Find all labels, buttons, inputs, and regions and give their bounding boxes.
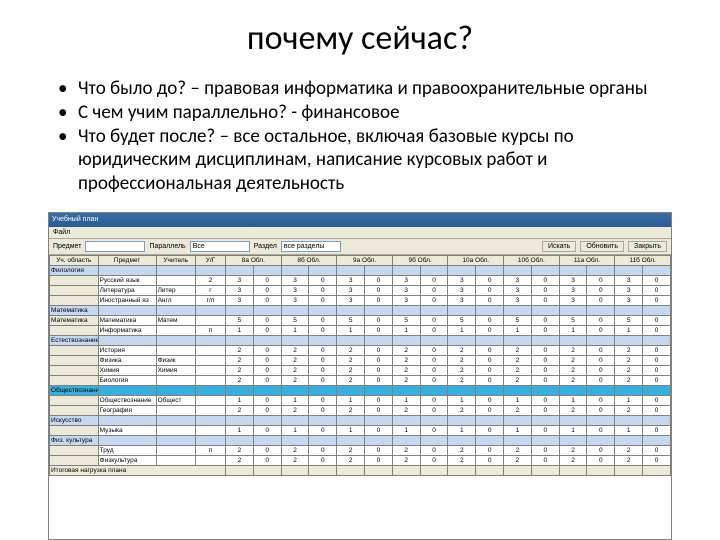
col-teacher: Учитель [156, 255, 195, 265]
table-row[interactable]: МатематикаМатематикаМатем505050505050505… [50, 315, 671, 325]
close-button[interactable]: Закрыть [628, 241, 667, 252]
toolbar: Предмет Параллель Все Раздел все разделы… [49, 239, 671, 255]
col-group: 11а Обл. [559, 255, 615, 265]
section-row[interactable]: Искусство [50, 415, 671, 425]
col-group: 8а Обл. [226, 255, 282, 265]
table-row[interactable]: Информатикап1010101010101010 [50, 325, 671, 335]
col-ug: У/Г [195, 255, 225, 265]
slide-title: почему сейчас? [48, 18, 672, 59]
table-row[interactable]: Трудп2020202020202020 [50, 445, 671, 455]
parallel-select[interactable]: Все [190, 241, 250, 252]
table-row[interactable]: Биология2020202020202020 [50, 375, 671, 385]
toolbar-label-subject: Предмет [53, 243, 81, 250]
col-group: 10б Обл. [504, 255, 560, 265]
col-group: 11б Обл. [615, 255, 671, 265]
section-row[interactable]: Филология [50, 265, 671, 275]
bullet-item: С чем учим параллельно? - финансовое [70, 101, 672, 125]
search-button[interactable]: Искать [542, 241, 576, 252]
curriculum-table: Уч. область Предмет Учитель У/Г 8а Обл. … [49, 255, 671, 476]
section-select[interactable]: все разделы [281, 241, 341, 252]
section-row[interactable]: Математика [50, 305, 671, 315]
table-row[interactable]: Иностранный язАнглг/п3030303030303030 [50, 295, 671, 305]
window-titlebar[interactable]: Учебный план [49, 213, 671, 227]
embedded-app-window: Учебный план Файл Предмет Параллель Все … [48, 212, 672, 540]
col-area: Уч. область [50, 255, 99, 265]
subject-select[interactable] [85, 241, 145, 252]
window-title: Учебный план [52, 216, 98, 223]
refresh-button[interactable]: Обновить [580, 241, 624, 252]
col-group: 9а Обл. [337, 255, 393, 265]
menu-file[interactable]: Файл [53, 229, 70, 236]
table-row[interactable]: Музыка1010101010101010 [50, 425, 671, 435]
table-footer-row: Итоговая нагрузка плана [50, 465, 671, 475]
col-subject: Предмет [98, 255, 156, 265]
table-header-row: Уч. область Предмет Учитель У/Г 8а Обл. … [50, 255, 671, 265]
section-row-highlighted[interactable]: Обществознание [50, 385, 671, 395]
table-row[interactable]: География2020202020202020 [50, 405, 671, 415]
col-group: 10а Обл. [448, 255, 504, 265]
toolbar-label-section: Раздел [254, 243, 277, 250]
col-group: 9б Обл. [392, 255, 448, 265]
col-group: 8б Обл. [281, 255, 337, 265]
toolbar-label-parallel: Параллель [149, 243, 185, 250]
table-row[interactable]: ФизикаФизик2020202020202020 [50, 355, 671, 365]
curriculum-table-container: Уч. область Предмет Учитель У/Г 8а Обл. … [49, 255, 671, 539]
table-row[interactable]: ОбществознаниеОбщест1010101010101010 [50, 395, 671, 405]
menubar[interactable]: Файл [49, 227, 671, 239]
table-row[interactable]: ХимияХимия2020202020202020 [50, 365, 671, 375]
table-row[interactable]: ЛитератураЛитерг3030303030303030 [50, 285, 671, 295]
table-row[interactable]: Русский язык23030303030303030 [50, 275, 671, 285]
bullet-item: Что было до? – правовая информатика и пр… [70, 77, 672, 101]
table-row[interactable]: Физкультура2020202020202020 [50, 455, 671, 465]
table-row[interactable]: История2020202020202020 [50, 345, 671, 355]
section-row[interactable]: Естествознание [50, 335, 671, 345]
section-row[interactable]: Физ. культура [50, 435, 671, 445]
bullet-item: Что будет после? – все остальное, включа… [70, 125, 672, 196]
bullet-list: Что было до? – правовая информатика и пр… [48, 77, 672, 196]
